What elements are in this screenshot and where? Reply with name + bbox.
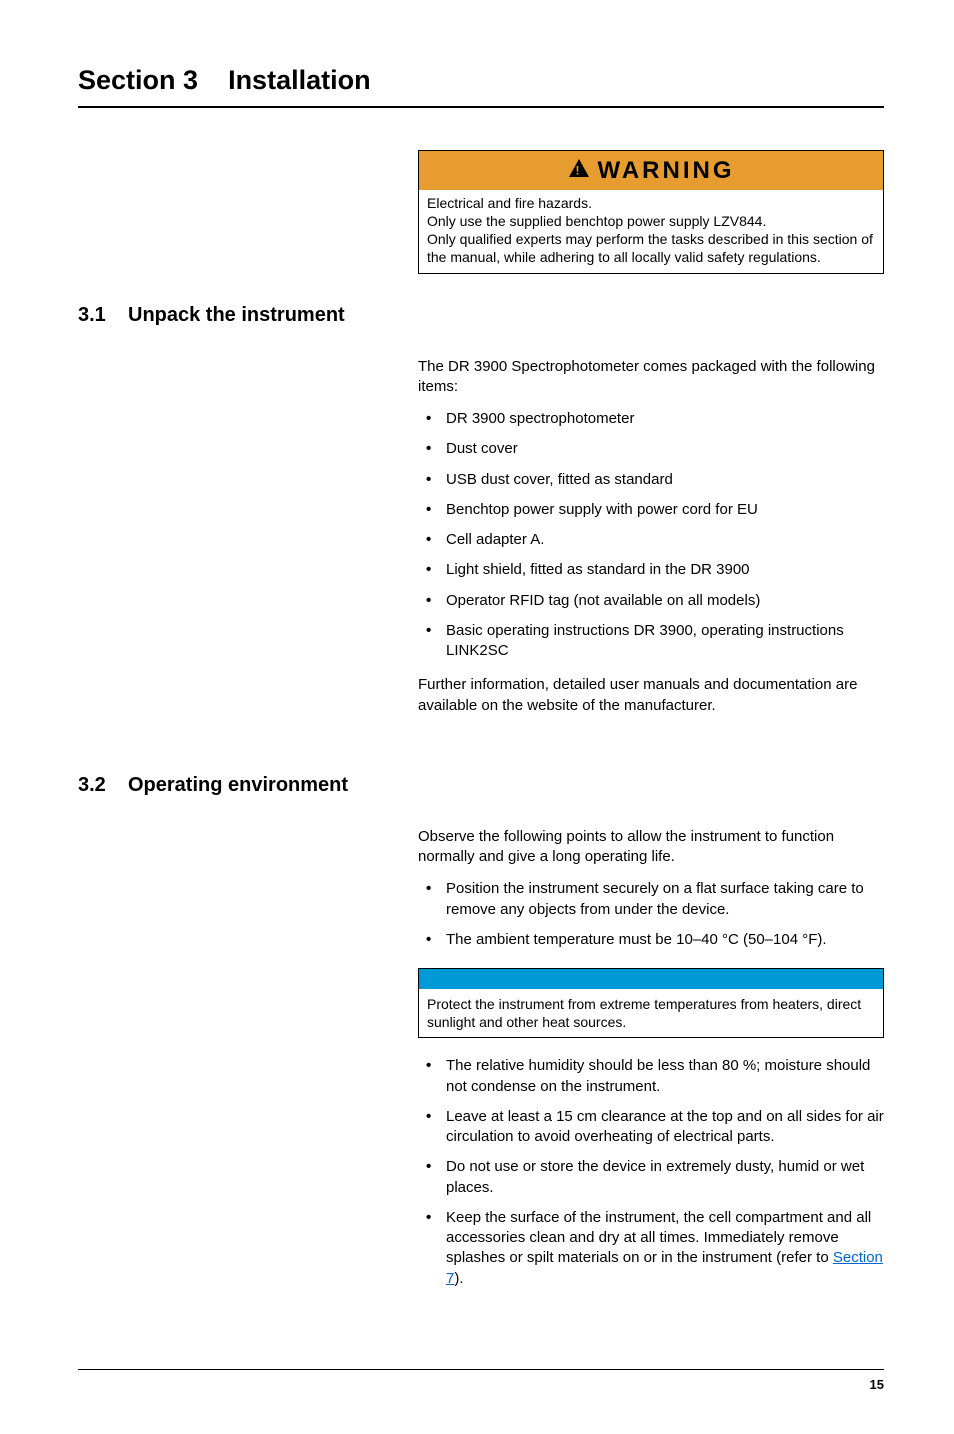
subsection-title: Unpack the instrument	[128, 302, 345, 329]
list-item: The ambient temperature must be 10–40 °C…	[418, 930, 884, 950]
warning-body: Electrical and fire hazards. Only use th…	[419, 190, 883, 273]
subsection-number: 3.2	[78, 772, 110, 799]
page-number: 15	[78, 1376, 884, 1394]
footer-rule	[78, 1369, 884, 1370]
warning-title: WARNING	[598, 155, 735, 187]
notice-header	[419, 969, 883, 989]
list-item: USB dust cover, fitted as standard	[418, 470, 884, 490]
warning-triangle-icon: !	[568, 155, 590, 187]
list-item: Benchtop power supply with power cord fo…	[418, 500, 884, 520]
warning-box: ! WARNING Electrical and fire hazards. O…	[418, 150, 884, 273]
warning-header: ! WARNING	[419, 151, 883, 189]
warning-line: Only use the supplied benchtop power sup…	[427, 212, 875, 230]
outro-paragraph: Further information, detailed user manua…	[418, 675, 884, 716]
list-item-text: Keep the surface of the instrument, the …	[446, 1209, 871, 1267]
list-item: Keep the surface of the instrument, the …	[418, 1208, 884, 1289]
intro-paragraph: The DR 3900 Spectrophotometer comes pack…	[418, 357, 884, 398]
section-label: Section 3	[78, 65, 198, 95]
unpack-list: DR 3900 spectrophotometer Dust cover USB…	[418, 409, 884, 661]
section-name: Installation	[228, 65, 371, 95]
list-item: DR 3900 spectrophotometer	[418, 409, 884, 429]
notice-body: Protect the instrument from extreme temp…	[419, 989, 883, 1037]
subsection-3-1-heading: 3.1 Unpack the instrument	[78, 302, 884, 329]
list-item: Cell adapter A.	[418, 530, 884, 550]
list-item: The relative humidity should be less tha…	[418, 1056, 884, 1097]
list-item: Light shield, fitted as standard in the …	[418, 560, 884, 580]
subsection-number: 3.1	[78, 302, 110, 329]
section-title: Section 3 Installation	[78, 62, 884, 108]
list-item: Basic operating instructions DR 3900, op…	[418, 621, 884, 662]
notice-box: Protect the instrument from extreme temp…	[418, 968, 884, 1038]
warning-line: Only qualified experts may perform the t…	[427, 230, 875, 266]
env-list-top: Position the instrument securely on a fl…	[418, 879, 884, 950]
list-item: Position the instrument securely on a fl…	[418, 879, 884, 920]
list-item: Operator RFID tag (not available on all …	[418, 591, 884, 611]
list-item: Leave at least a 15 cm clearance at the …	[418, 1107, 884, 1148]
list-item-text: ).	[454, 1270, 463, 1287]
subsection-3-2-heading: 3.2 Operating environment	[78, 772, 884, 799]
env-list-bottom: The relative humidity should be less tha…	[418, 1056, 884, 1289]
warning-line: Electrical and fire hazards.	[427, 194, 875, 212]
list-item: Do not use or store the device in extrem…	[418, 1157, 884, 1198]
intro-paragraph: Observe the following points to allow th…	[418, 827, 884, 868]
subsection-title: Operating environment	[128, 772, 348, 799]
list-item: Dust cover	[418, 439, 884, 459]
svg-text:!: !	[575, 164, 582, 178]
